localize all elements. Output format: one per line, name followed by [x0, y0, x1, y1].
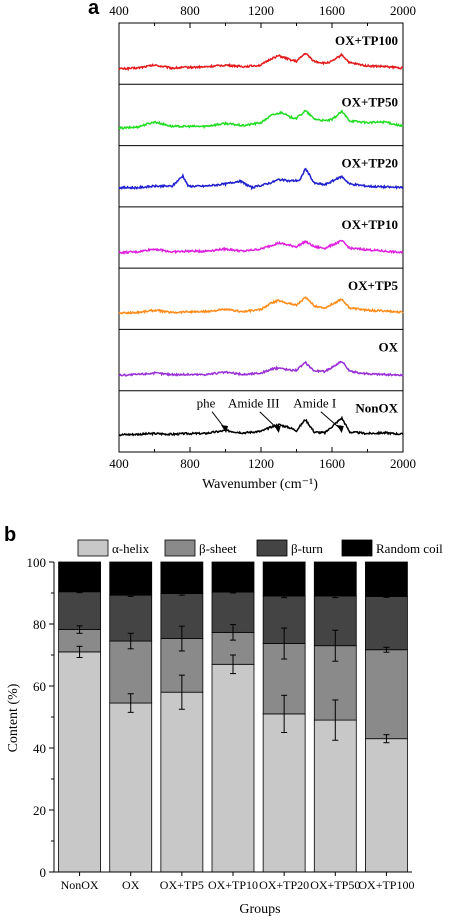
spectrum-label-ox-tp50: OX+TP50 — [341, 94, 398, 109]
legend-label-random-coil: Random coil — [376, 541, 443, 556]
bar-segment-sheet-ox — [109, 640, 153, 704]
raman-top-tick-label: 1200 — [248, 3, 274, 18]
spectrum-label-ox-tp20: OX+TP20 — [341, 156, 398, 171]
legend-swatch-turn — [256, 539, 288, 557]
bar-segment-random-coil-ox-tp100 — [365, 561, 408, 597]
spectrum-label-ox-tp100: OX+TP100 — [335, 33, 398, 48]
bar-y-tick-label: 40 — [33, 741, 46, 756]
bar-segment-random-coil-ox-tp20 — [262, 561, 306, 597]
bar-category-label: OX+TP50 — [310, 878, 360, 892]
raman-bottom-tick-label: 1600 — [319, 456, 345, 471]
panel-a-label: a — [88, 0, 100, 19]
legend-swatch-random-coil — [341, 539, 373, 557]
bar-segment-random-coil-ox-tp5 — [160, 561, 204, 595]
spectrum-label-ox: OX — [379, 339, 399, 354]
bar-segment-sheet-ox-tp100 — [365, 649, 408, 740]
spectrum-ox — [118, 360, 404, 377]
spectrum-label-ox-tp5: OX+TP5 — [348, 278, 399, 293]
raman-bottom-tick-label: 400 — [109, 456, 129, 471]
bar-category-label: OX+TP10 — [208, 878, 258, 892]
bar-segment-helix-ox-tp100 — [365, 738, 408, 873]
legend-label-sheet: β-sheet — [199, 541, 237, 556]
bar-category-label: OX+TP100 — [358, 878, 414, 892]
spectrum-nonox — [118, 415, 404, 437]
raman-x-axis-label: Wavenumber (cm⁻¹) — [202, 477, 318, 492]
bar-category-label: OX — [122, 878, 140, 892]
bar-segment-helix-ox-tp20 — [262, 713, 306, 873]
raman-top-tick-label: 2000 — [390, 3, 416, 18]
panel-b-label: b — [4, 524, 16, 546]
bar-segment-helix-ox-tp5 — [160, 691, 204, 873]
bar-segment-random-coil-ox-tp10 — [211, 561, 255, 593]
spectrum-label-nonox: NonOX — [355, 401, 398, 416]
annotation-arrowhead — [273, 425, 281, 433]
bar-category-label: OX+TP20 — [259, 878, 309, 892]
raman-bottom-tick-label: 800 — [180, 456, 200, 471]
bar-segment-helix-ox-tp10 — [211, 663, 255, 873]
spectrum-ox-tp5 — [118, 296, 404, 315]
spectrum-label-ox-tp10: OX+TP10 — [341, 217, 398, 232]
bar-y-tick-label: 80 — [33, 617, 46, 632]
bar-segment-random-coil-ox — [109, 561, 153, 596]
bar-category-label: NonOX — [61, 878, 99, 892]
bar-y-axis-label: Content (%) — [6, 683, 21, 752]
bar-y-tick-label: 0 — [40, 865, 47, 880]
raman-plot-frame — [118, 22, 404, 453]
bar-x-axis-label: Groups — [239, 902, 280, 917]
legend-label-helix: α-helix — [112, 541, 150, 556]
bar-segment-helix-ox-tp50 — [313, 719, 357, 873]
bar-segment-turn-ox-tp100 — [365, 596, 408, 651]
bar-y-tick-label: 20 — [33, 803, 46, 818]
annotation-phe: phe — [197, 396, 216, 411]
raman-bottom-tick-label: 1200 — [248, 456, 274, 471]
raman-panel: a OX+TP100 OX+TP50 OX+TP20 OX+TP10 OX+TP5 OX N… — [88, 0, 416, 492]
spectrum-ox-tp20 — [118, 167, 404, 191]
legend-swatch-helix — [77, 539, 109, 557]
raman-top-tick-label: 1600 — [319, 3, 345, 18]
spectrum-ox-tp100 — [118, 52, 403, 72]
annotation-amide-i: Amide I — [293, 396, 336, 411]
bar-segment-helix-ox — [109, 702, 153, 873]
legend-label-turn: β-turn — [291, 541, 323, 556]
raman-top-tick-label: 800 — [180, 3, 200, 18]
spectrum-ox-tp50 — [118, 109, 404, 131]
spectrum-ox-tp10 — [118, 239, 404, 256]
legend-swatch-sheet — [164, 539, 196, 557]
secondary-structure-panel: b α-helix β-sheet β-turn Random coil NonOX O… — [4, 524, 443, 917]
bar-segment-turn-nonox — [58, 591, 101, 630]
bar-y-tick-label: 60 — [33, 679, 46, 694]
annotation-arrowhead — [221, 425, 229, 433]
bar-segment-helix-nonox — [58, 651, 101, 873]
raman-top-tick-label: 400 — [109, 3, 129, 18]
bar-segment-random-coil-ox-tp50 — [313, 561, 357, 597]
bar-segment-random-coil-nonox — [58, 561, 101, 593]
raman-bottom-tick-label: 2000 — [390, 456, 416, 471]
bar-y-tick-label: 100 — [27, 555, 47, 570]
bar-category-label: OX+TP5 — [160, 878, 204, 892]
annotation-arrowhead — [336, 425, 344, 433]
annotation-amide-iii: Amide III — [228, 396, 280, 411]
